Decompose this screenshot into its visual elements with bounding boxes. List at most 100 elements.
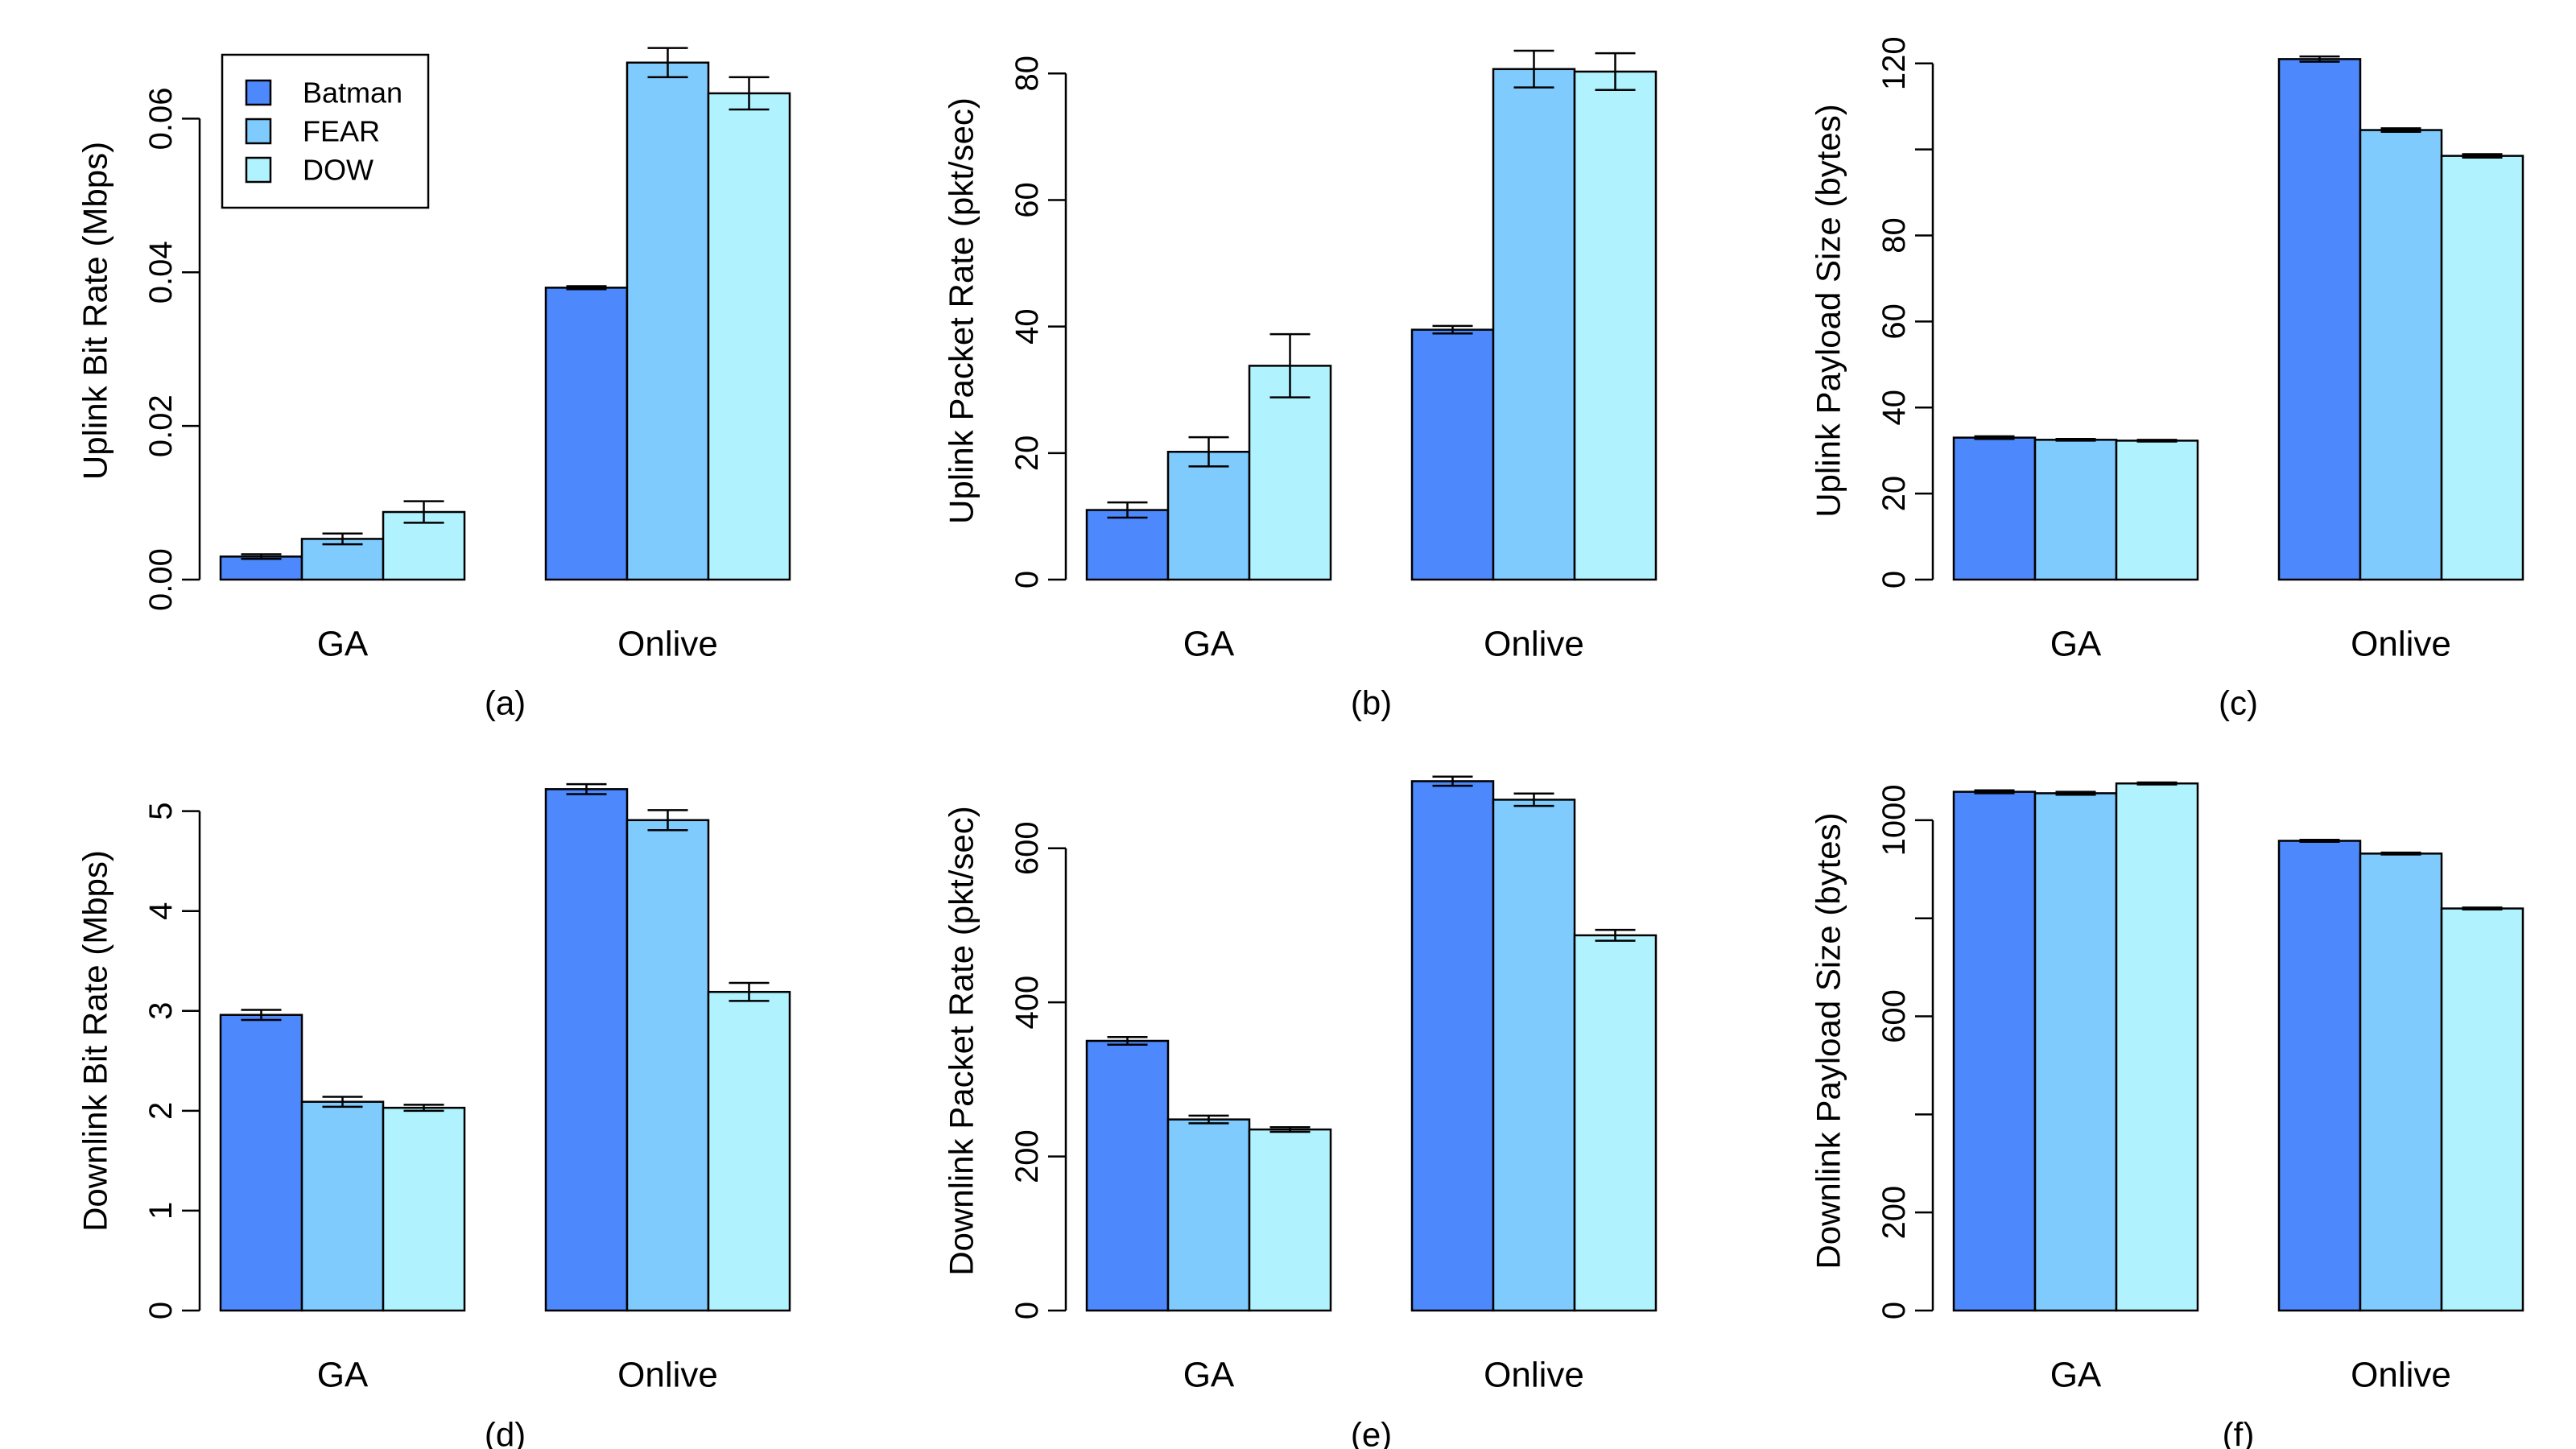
error-bar [403, 500, 444, 524]
error-bar [1107, 501, 1148, 519]
error-bar [2136, 781, 2178, 786]
y-axis-title: Downlink Payload Size (bytes) [1810, 812, 1847, 1269]
error-bar [2055, 438, 2096, 442]
error-bar [1188, 1114, 1229, 1125]
y-tick-label: 80 [1009, 56, 1045, 92]
error-bar [1974, 435, 2015, 440]
error-bar [1432, 324, 1473, 335]
bar-batman-onlive [544, 287, 629, 581]
bar-batman-ga [1085, 509, 1170, 581]
error-bar [322, 1096, 363, 1108]
bar-fear-onlive [1492, 68, 1576, 581]
y-tick-label: 0.06 [143, 87, 179, 150]
y-tick-label: 2 [143, 1102, 179, 1120]
error-bar [241, 1009, 282, 1022]
y-tick-label: 0 [1876, 1302, 1912, 1319]
y-tick-label: 120 [1876, 36, 1912, 90]
error-bar [1432, 775, 1473, 787]
bar-batman-onlive [2277, 58, 2362, 581]
bar-dow-ga [2115, 782, 2199, 1312]
y-tick-label: 0 [1009, 1302, 1045, 1319]
y-tick-label: 200 [1876, 1186, 1912, 1240]
legend-swatch-batman [245, 79, 272, 106]
bar-fear-ga [2033, 792, 2118, 1312]
error-bar [1269, 332, 1311, 398]
y-tick-label: 5 [143, 803, 179, 820]
legend-label-fear: FEAR [303, 115, 380, 148]
bar-batman-ga [219, 1013, 303, 1312]
bar-dow-onlive [2440, 155, 2524, 581]
error-bar [2380, 851, 2421, 856]
chart-panel-b: 0 20 40 60 80 Uplink Packet Rate (pkt/sec) GA O… [943, 49, 1657, 722]
error-bar [1107, 1035, 1148, 1046]
category-label: Onlive [617, 625, 718, 664]
y-axis-title: Uplink Bit Rate (Mbps) [76, 142, 114, 480]
category-label: Onlive [1484, 1356, 1584, 1395]
category-label: GA [2050, 1356, 2102, 1395]
category-label: GA [2050, 625, 2102, 664]
panel-label: (f) [2223, 1416, 2255, 1449]
category-label: GA [317, 1356, 369, 1395]
chart-panel-f: 0 200 600 1000 Downlink Payload Size (bytes)… [1810, 781, 2524, 1449]
error-bar [241, 553, 282, 560]
y-tick-label: 0 [143, 1302, 179, 1319]
error-bar [566, 782, 607, 795]
bar-fear-ga [300, 1100, 385, 1312]
error-bar [2136, 439, 2178, 443]
y-tick-label: 40 [1876, 390, 1912, 426]
bar-batman-ga [1952, 791, 2037, 1312]
bar-batman-onlive [544, 788, 629, 1312]
error-bar [1974, 789, 2015, 795]
chart-panel-c: 0 20 40 60 80 120 Uplink Payload Size (bytes) G… [1810, 36, 2524, 722]
error-bar [1188, 436, 1229, 468]
bar-fear-ga [2033, 439, 2118, 581]
error-bar [1595, 52, 1636, 91]
bar-dow-ga [2115, 440, 2199, 581]
error-bar [2055, 791, 2096, 796]
error-bar [322, 532, 363, 546]
y-tick-label: 0.04 [143, 241, 179, 303]
error-bar [2299, 55, 2340, 63]
panel-label: (e) [1351, 1416, 1392, 1449]
bar-dow-onlive [2440, 907, 2524, 1312]
error-bar [1513, 49, 1554, 89]
chart-panels: 0.00 0.02 0.04 0.06 Uplink Bit Rate (Mbps) GA… [76, 36, 2524, 1449]
y-tick-label: 60 [1009, 182, 1045, 218]
y-tick-label: 200 [1009, 1129, 1045, 1183]
error-bar [2380, 127, 2421, 133]
y-tick-label: 20 [1009, 436, 1045, 472]
error-bar [2462, 153, 2503, 159]
y-tick-label: 1000 [1876, 784, 1912, 856]
category-label: Onlive [1484, 625, 1584, 664]
y-axis-title: Downlink Bit Rate (Mbps) [76, 850, 114, 1232]
chart-panel-a: 0.00 0.02 0.04 0.06 Uplink Bit Rate (Mbps) GA… [76, 47, 791, 722]
y-tick-label: 600 [1876, 989, 1912, 1043]
error-bar [729, 76, 770, 111]
bar-batman-onlive [1410, 328, 1495, 581]
y-tick-label: 80 [1876, 217, 1912, 254]
bar-fear-onlive [2359, 129, 2443, 581]
category-label: Onlive [2351, 1356, 2451, 1395]
error-bar [2462, 906, 2503, 911]
bar-dow-onlive [707, 92, 791, 581]
panel-label: (a) [485, 684, 526, 722]
y-tick-label: 3 [143, 1002, 179, 1020]
y-tick-label: 0 [1009, 571, 1045, 588]
bar-fear-onlive [625, 819, 710, 1312]
error-bar [647, 809, 688, 832]
bar-dow-ga [382, 1106, 466, 1312]
bar-dow-ga [1248, 1128, 1332, 1312]
y-tick-label: 0.00 [143, 548, 179, 611]
category-label: GA [317, 625, 369, 664]
bar-batman-ga [1085, 1039, 1170, 1312]
y-tick-label: 40 [1009, 308, 1045, 345]
error-bar [566, 285, 607, 291]
y-axis-title: Uplink Payload Size (bytes) [1810, 104, 1847, 518]
chart-panel-d: 0 1 2 3 4 5 Downlink Bit Rate (Mbps) GA Onlive (d… [76, 782, 791, 1449]
y-tick-label: 1 [143, 1202, 179, 1220]
error-bar [729, 981, 770, 1002]
error-bar [1269, 1125, 1311, 1133]
y-axis-title: Downlink Packet Rate (pkt/sec) [943, 806, 980, 1276]
category-label: GA [1183, 625, 1235, 664]
